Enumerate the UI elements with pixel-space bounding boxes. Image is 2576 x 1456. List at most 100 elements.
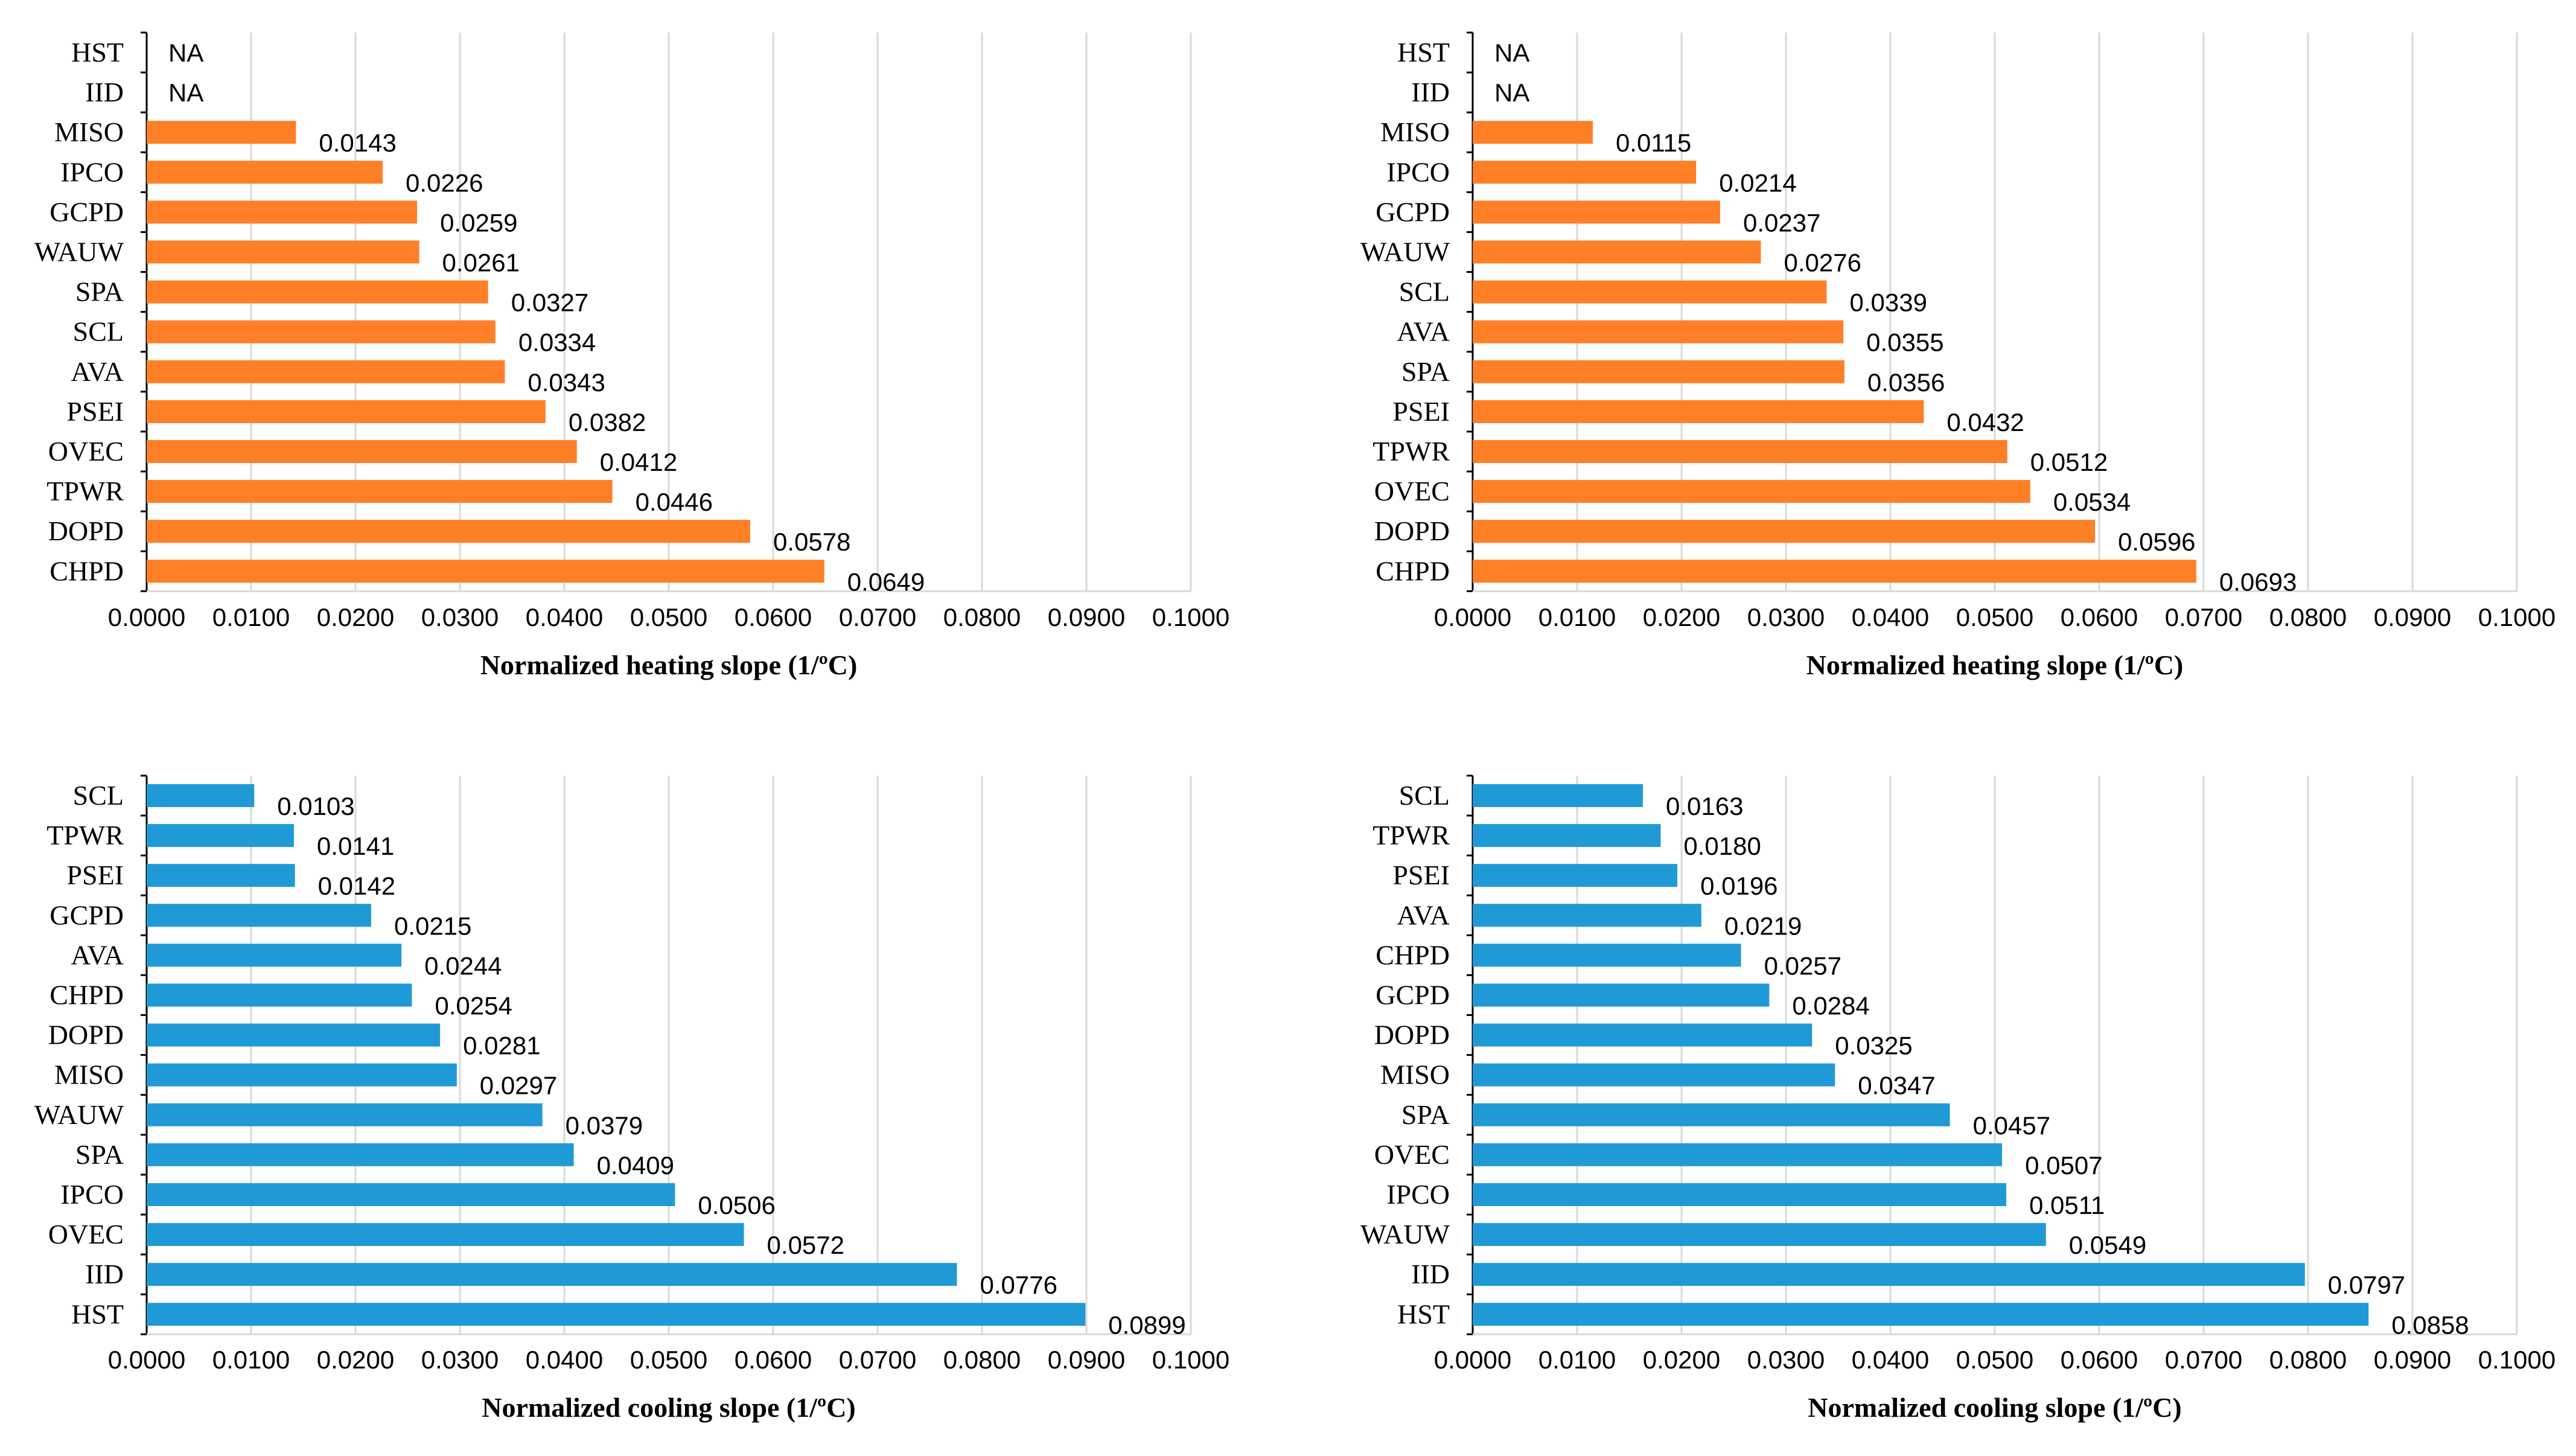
x-tick-label: 0.0900 [2374, 603, 2451, 631]
data-label: 0.0899 [1108, 1311, 1185, 1339]
x-tick-label: 0.0700 [839, 1346, 916, 1374]
category-label: CHPD [1376, 939, 1450, 970]
category-label: WAUW [1360, 237, 1450, 267]
data-label: 0.0534 [2053, 488, 2131, 516]
bar [1473, 944, 1741, 967]
x-tick-label: 0.0400 [526, 603, 603, 631]
data-label: 0.0693 [2219, 567, 2297, 596]
category-label: DOPD [1374, 1020, 1450, 1050]
bar [1473, 200, 1721, 224]
category-label: SCL [73, 780, 124, 811]
x-axis-title: Normalized cooling slope (1/ºC) [1808, 1392, 2182, 1423]
x-tick-label: 0.0800 [2269, 603, 2347, 631]
bar [147, 480, 613, 503]
category-label: TPWR [1372, 820, 1450, 851]
x-tick-label: 0.0500 [1956, 1346, 2033, 1374]
bar [147, 520, 750, 543]
x-tick-label: 0.0800 [943, 603, 1021, 631]
data-label: 0.0343 [528, 368, 605, 397]
category-label: SCL [73, 316, 124, 347]
data-label: 0.0649 [847, 567, 925, 596]
category-label: PSEI [1392, 396, 1450, 427]
data-label: 0.0284 [1792, 992, 1869, 1020]
data-label: 0.0214 [1719, 168, 1796, 197]
data-label: 0.0237 [1743, 208, 1820, 237]
x-tick-label: 0.1000 [2478, 603, 2555, 631]
x-tick-label: 0.0400 [1852, 603, 1929, 631]
category-label: WAUW [34, 237, 124, 267]
x-tick-label: 0.0800 [943, 1346, 1021, 1374]
data-label: 0.0382 [569, 408, 646, 436]
category-label: MISO [1380, 117, 1450, 147]
data-label: 0.0339 [1849, 289, 1927, 317]
category-label: MISO [54, 1059, 124, 1090]
x-tick-label: 0.1000 [2478, 1346, 2555, 1374]
x-tick-label: 0.0400 [526, 1346, 603, 1374]
category-label: AVA [1397, 899, 1450, 930]
bar [147, 1103, 543, 1126]
data-label: 0.0355 [1866, 328, 1943, 357]
x-axis-title: Normalized cooling slope (1/ºC) [482, 1392, 856, 1423]
bar [147, 1023, 441, 1047]
data-label: 0.0163 [1666, 792, 1743, 820]
na-label: NA [168, 78, 203, 107]
bar [147, 784, 255, 807]
data-label: 0.0596 [2118, 528, 2195, 556]
chart-heating-right: 0.0000 0.0100 0.0200 0.0300 0.0400 0.0500 0.06… [1360, 31, 2555, 680]
bar [1473, 440, 2007, 463]
bar [147, 1303, 1086, 1326]
category-label: SPA [75, 1139, 124, 1170]
data-label: 0.0297 [480, 1071, 557, 1100]
data-label: 0.0858 [2391, 1311, 2469, 1339]
bar [1473, 1303, 2369, 1326]
x-tick-label: 0.0300 [421, 1346, 499, 1374]
x-tick-label: 0.0400 [1852, 1346, 1929, 1374]
x-tick-label: 0.0700 [2165, 1346, 2242, 1374]
bar [1473, 864, 1678, 887]
data-label: 0.0446 [636, 488, 713, 516]
category-label: CHPD [49, 980, 124, 1011]
category-label: AVA [1397, 316, 1450, 347]
chart-cooling-right: 0.0000 0.0100 0.0200 0.0300 0.0400 0.0500 0.06… [1360, 774, 2555, 1423]
data-label: 0.0196 [1700, 872, 1777, 900]
bar [1473, 1063, 1835, 1087]
bar [147, 440, 577, 463]
x-tick-label: 0.0900 [2374, 1346, 2451, 1374]
x-tick-label: 0.0500 [1956, 603, 2033, 631]
data-label: 0.0142 [318, 872, 395, 900]
x-tick-label: 0.0500 [630, 1346, 707, 1374]
category-label: TPWR [1372, 436, 1450, 467]
bar [1473, 983, 1770, 1007]
category-label: GCPD [49, 899, 124, 930]
bar [147, 161, 383, 184]
category-label: GCPD [49, 196, 124, 227]
data-label: 0.0141 [317, 832, 394, 860]
data-label: 0.0334 [518, 328, 596, 357]
x-tick-label: 0.0900 [1048, 1346, 1125, 1374]
data-label: 0.0379 [566, 1111, 643, 1140]
bar [1473, 1023, 1812, 1047]
data-label: 0.0512 [2030, 448, 2108, 476]
na-label: NA [1494, 78, 1529, 107]
bar [147, 400, 546, 423]
x-tick-label: 0.0700 [2165, 603, 2242, 631]
bar [1473, 824, 1661, 848]
category-label: DOPD [48, 1020, 124, 1050]
data-label: 0.0215 [394, 912, 471, 940]
data-label: 0.0226 [406, 168, 483, 197]
x-tick-label: 0.0300 [1747, 603, 1825, 631]
category-label: GCPD [1376, 980, 1450, 1011]
category-label: AVA [71, 939, 124, 970]
data-label: 0.0549 [2069, 1231, 2146, 1259]
category-label: IID [1411, 1259, 1450, 1289]
bar [147, 824, 294, 848]
category-label: HST [71, 1298, 124, 1329]
bar [1473, 360, 1844, 383]
bar [1473, 1183, 2007, 1206]
na-label: NA [168, 39, 203, 67]
category-label: IPCO [60, 156, 124, 187]
category-label: IPCO [1386, 1179, 1450, 1210]
na-label: NA [1494, 39, 1529, 67]
x-tick-label: 0.0600 [735, 1346, 812, 1374]
bar [147, 1223, 744, 1247]
